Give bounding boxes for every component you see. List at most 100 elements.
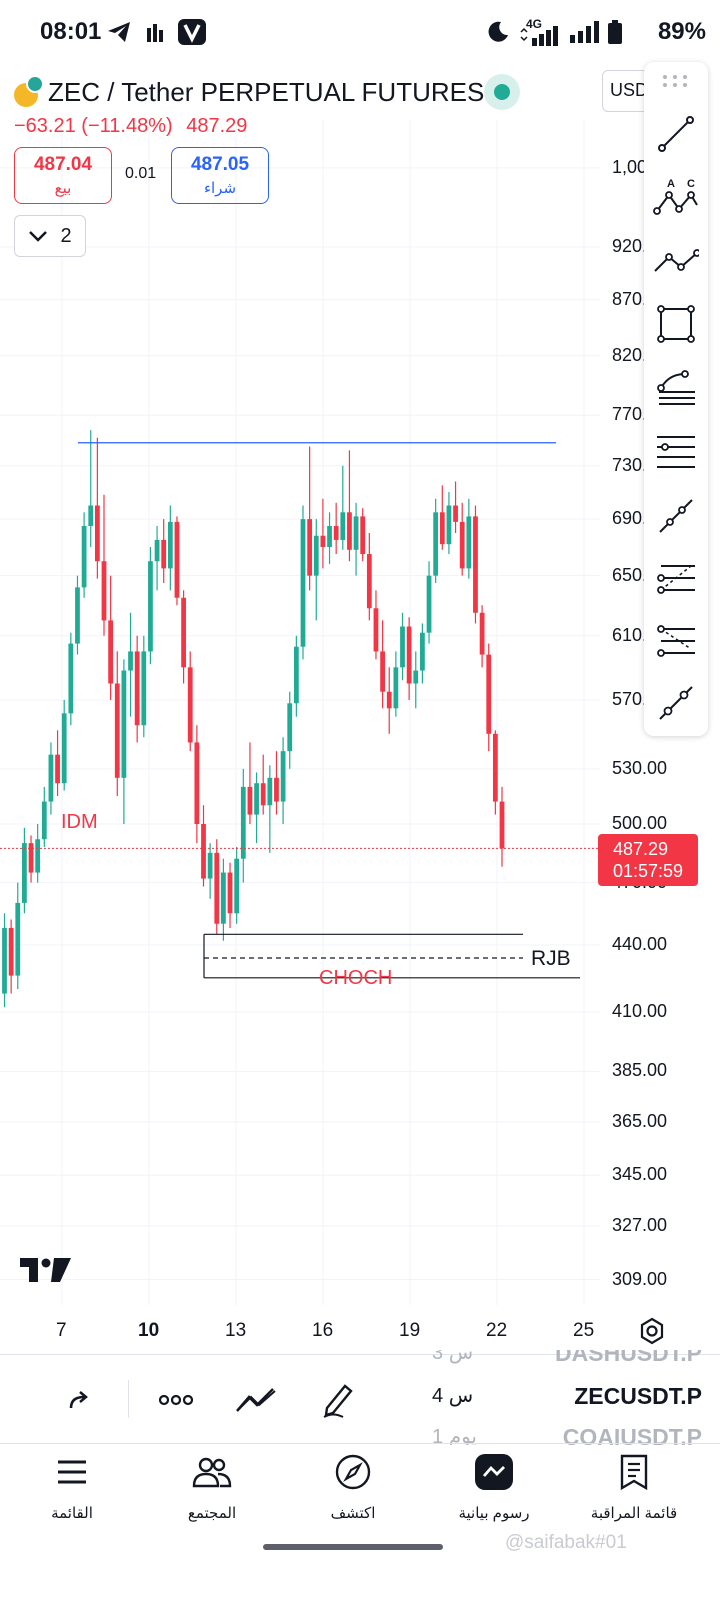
sell-button[interactable]: 487.04 بيع bbox=[14, 147, 112, 204]
candle-body bbox=[280, 751, 286, 802]
zcash-coin-icon bbox=[14, 75, 44, 107]
price-change: −63.21 (−11.48%) bbox=[14, 115, 173, 137]
nav-label: المجتمع bbox=[187, 1505, 237, 1522]
last-price: 487.29 bbox=[186, 115, 248, 137]
mobile-data-icon: 4G bbox=[518, 18, 562, 46]
signal-bars-icon bbox=[146, 18, 164, 46]
ticker-row[interactable]: 1 يوم COAIUSDT.P bbox=[432, 1424, 702, 1445]
horizontal-lines-tool[interactable] bbox=[652, 427, 700, 475]
fib-channel-tool[interactable] bbox=[652, 554, 700, 602]
compass-icon bbox=[335, 1454, 371, 1490]
telegram-icon bbox=[106, 18, 132, 46]
home-indicator[interactable] bbox=[263, 1544, 443, 1550]
price-tick-label: 385.00 bbox=[612, 1060, 668, 1081]
buy-label: شراء bbox=[203, 180, 237, 197]
candle-body bbox=[121, 670, 127, 778]
candle-body bbox=[446, 505, 452, 545]
fib-retracement-tool[interactable] bbox=[652, 364, 700, 412]
candle-body bbox=[81, 526, 87, 588]
candle-body bbox=[380, 651, 385, 692]
candle-body bbox=[108, 620, 114, 684]
fib-retracement-icon bbox=[657, 370, 695, 405]
candle-body bbox=[466, 516, 472, 569]
candle-body bbox=[181, 597, 186, 668]
nav-menu[interactable]: القائمة bbox=[12, 1452, 132, 1522]
candle-body bbox=[221, 872, 226, 924]
idm-label[interactable]: IDM bbox=[61, 811, 98, 833]
market-open-dot-icon bbox=[494, 84, 510, 100]
candle-body bbox=[134, 651, 140, 726]
extended-line-tool[interactable] bbox=[652, 679, 700, 727]
ticker-time: 1 يوم bbox=[432, 1426, 477, 1445]
rjb-label[interactable]: RJB bbox=[531, 947, 571, 970]
candle-body bbox=[35, 839, 41, 873]
charts-icon bbox=[475, 1454, 513, 1490]
nav-charts[interactable]: رسوم بيانية bbox=[434, 1452, 554, 1522]
candle-body bbox=[194, 742, 200, 824]
current-price-value: 487.29 bbox=[613, 839, 669, 859]
ticker-row-active[interactable]: 4 س ZECUSDT.P bbox=[432, 1383, 702, 1410]
candle-body bbox=[267, 777, 273, 806]
choch-label[interactable]: CHOCH bbox=[319, 967, 393, 989]
candle-body bbox=[340, 512, 346, 540]
candle-body bbox=[420, 632, 425, 671]
date-tick-label: 25 bbox=[573, 1320, 595, 1341]
candle-body bbox=[386, 691, 392, 709]
buy-button[interactable]: 487.05 شراء bbox=[171, 147, 269, 204]
nav-watchlist[interactable]: قائمة المراقبة bbox=[574, 1452, 694, 1522]
nav-community[interactable]: المجتمع bbox=[152, 1452, 272, 1522]
extended-line-icon bbox=[659, 686, 693, 720]
path-tool[interactable] bbox=[652, 237, 700, 285]
redo-arrow-icon bbox=[69, 1391, 88, 1409]
candle-body bbox=[426, 575, 432, 633]
fib-speed-icon bbox=[657, 625, 695, 657]
market-status-indicator[interactable] bbox=[484, 74, 520, 110]
candle-body bbox=[453, 505, 458, 522]
rectangle-tool[interactable] bbox=[652, 300, 700, 348]
hamburger-menu-icon bbox=[58, 1460, 86, 1484]
candle-body bbox=[141, 651, 147, 726]
symbol-title[interactable]: ZEC / Tether PERPETUAL FUTURES bbox=[48, 76, 485, 107]
drag-handle-icon[interactable] bbox=[662, 74, 688, 88]
drawing-mode-button[interactable] bbox=[316, 1378, 360, 1422]
candle-body bbox=[473, 516, 478, 613]
symbol-header[interactable]: ZEC / Tether PERPETUAL FUTURES bbox=[14, 75, 485, 108]
watchlist-ticker-picker[interactable]: 3 س DASHUSDT.P 4 س ZECUSDT.P 1 يوم COAIU… bbox=[432, 1350, 702, 1445]
fib-time-tool[interactable] bbox=[652, 617, 700, 665]
chart-settings-icon[interactable] bbox=[638, 1317, 666, 1345]
candle-body bbox=[88, 505, 94, 527]
date-tick-label: 19 bbox=[399, 1320, 421, 1341]
price-tick-label: 410.00 bbox=[612, 1000, 668, 1021]
more-options-button[interactable] bbox=[154, 1378, 198, 1422]
polyline-icon bbox=[654, 249, 699, 272]
nav-explore[interactable]: اكتشف bbox=[293, 1452, 413, 1522]
tradingview-logo-icon[interactable] bbox=[20, 1258, 72, 1284]
watchlist-document-icon bbox=[620, 1454, 648, 1490]
candle-body bbox=[2, 927, 7, 994]
status-time: 08:01 bbox=[40, 18, 102, 45]
candle-body bbox=[148, 561, 153, 652]
ticker-symbol: ZECUSDT.P bbox=[574, 1383, 702, 1409]
compare-button[interactable] bbox=[234, 1378, 278, 1422]
candle-body bbox=[327, 526, 332, 547]
community-people-icon bbox=[192, 1457, 232, 1488]
candle-body bbox=[479, 612, 485, 655]
date-tick-label: 16 bbox=[312, 1320, 334, 1341]
sell-price: 487.04 bbox=[33, 154, 93, 175]
date-tick-label: 22 bbox=[486, 1320, 508, 1341]
ticker-row[interactable]: 3 س DASHUSDT.P bbox=[432, 1350, 702, 1367]
nav-label: رسوم بيانية bbox=[458, 1505, 530, 1522]
candle-body bbox=[400, 626, 405, 668]
candle-body bbox=[254, 783, 259, 815]
trend-line-tool[interactable] bbox=[652, 110, 700, 158]
toolbar-divider-bottom bbox=[0, 1443, 720, 1444]
ray-tool[interactable] bbox=[652, 492, 700, 540]
chart-canvas[interactable] bbox=[0, 0, 720, 1320]
indicators-toggle-button[interactable]: 2 bbox=[14, 215, 86, 257]
redo-button[interactable] bbox=[58, 1378, 102, 1422]
candle-body bbox=[227, 872, 233, 914]
battery-icon bbox=[608, 18, 622, 46]
price-change-row: −63.21 (−11.48%) 487.29 bbox=[14, 115, 255, 138]
